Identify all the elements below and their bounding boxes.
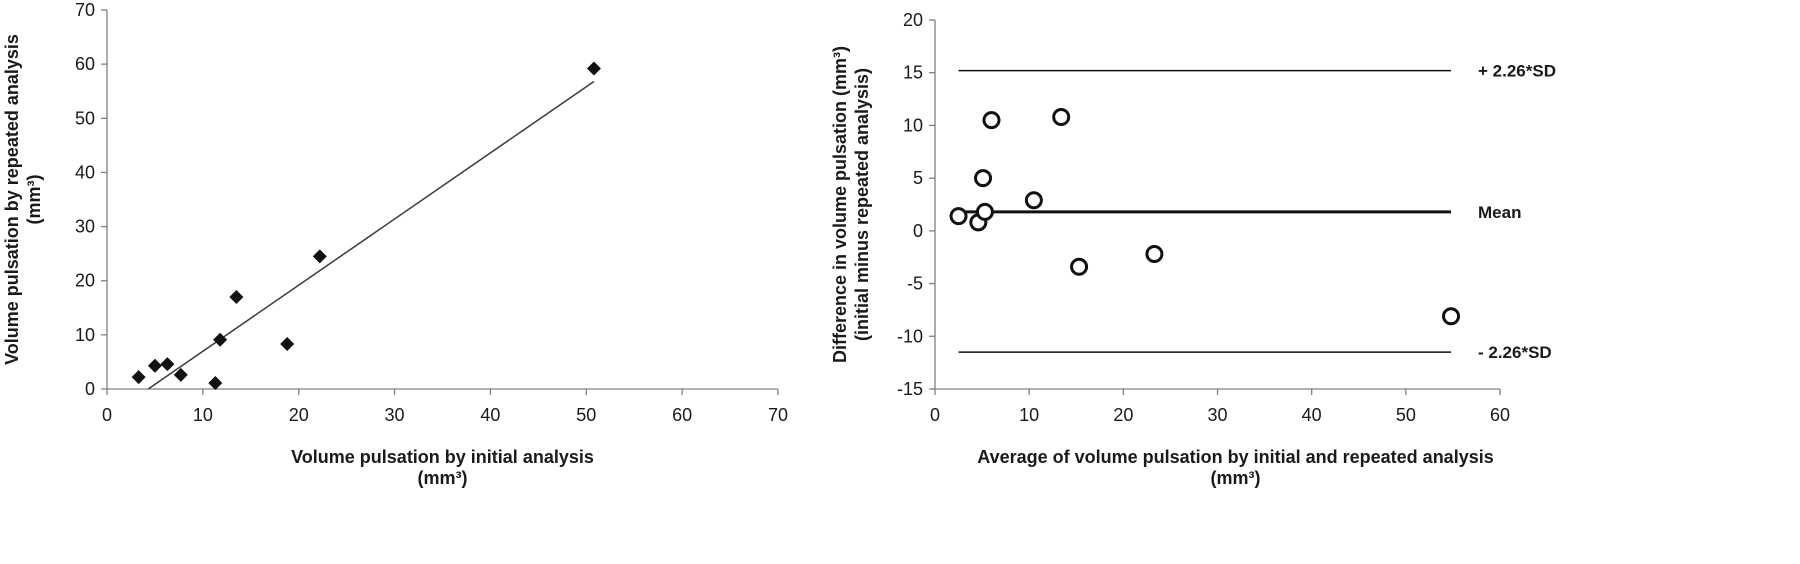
regression-scatter-chart: 0 10 20 30 40 50 60 70 0 10 20 30 40 50 60 70 Volume pul… xyxy=(2,0,788,488)
data-point xyxy=(1024,191,1043,210)
data-point xyxy=(982,111,1001,130)
x-tick-label: 10 xyxy=(193,405,213,425)
data-point xyxy=(280,337,295,352)
x-axis-unit: (mm³) xyxy=(1211,468,1261,488)
data-point xyxy=(208,376,223,391)
y-tick-label: 10 xyxy=(75,325,95,345)
x-tick-label: 40 xyxy=(1302,405,1322,425)
y-tick-label: 0 xyxy=(913,221,923,241)
x-tick-label: 50 xyxy=(1396,405,1416,425)
regression-line xyxy=(147,80,595,390)
y-tick-label: -15 xyxy=(897,379,923,399)
data-point xyxy=(1070,257,1089,276)
y-axis-unit: (mm³) xyxy=(24,175,44,225)
data-point xyxy=(949,207,968,226)
y-axis-subtitle: (initial minus repeated analysis) xyxy=(852,68,872,341)
x-axis-title: Average of volume pulsation by initial a… xyxy=(977,447,1493,467)
y-tick-label: 5 xyxy=(913,168,923,188)
bland-altman-chart: -15 -10 -5 0 5 10 15 20 0 10 20 30 40 50 60 + 2.26*SD Me… xyxy=(830,10,1556,488)
lower-limit-label: - 2.26*SD xyxy=(1478,343,1552,362)
data-point xyxy=(213,332,228,347)
x-tick-label: 10 xyxy=(1019,405,1039,425)
y-tick-label: 40 xyxy=(75,162,95,182)
upper-limit-label: + 2.26*SD xyxy=(1478,62,1556,81)
x-tick-label: 30 xyxy=(385,405,405,425)
x-tick-label: 50 xyxy=(576,405,596,425)
data-point xyxy=(173,367,188,382)
data-point xyxy=(160,357,175,372)
x-axis-unit: (mm³) xyxy=(418,468,468,488)
data-point xyxy=(1442,307,1461,326)
x-tick-label: 20 xyxy=(289,405,309,425)
y-tick-label: 30 xyxy=(75,217,95,237)
data-point xyxy=(147,358,162,373)
data-point xyxy=(586,61,601,76)
x-tick-label: 60 xyxy=(672,405,692,425)
x-tick-label: 70 xyxy=(768,405,788,425)
data-point xyxy=(1145,245,1164,264)
y-axis-title: Difference in volume pulsation (mm³) xyxy=(830,46,850,363)
x-tick-label: 20 xyxy=(1113,405,1133,425)
x-tick-label: 0 xyxy=(930,405,940,425)
x-tick-label: 60 xyxy=(1490,405,1510,425)
x-axis-title: Volume pulsation by initial analysis xyxy=(291,447,594,467)
data-point xyxy=(229,289,244,304)
y-tick-label: 20 xyxy=(903,10,923,30)
data-point xyxy=(312,249,327,264)
data-point xyxy=(974,169,993,188)
y-tick-label: 20 xyxy=(75,271,95,291)
y-tick-label: 10 xyxy=(903,115,923,135)
y-tick-label: -5 xyxy=(907,274,923,294)
y-axis-title: Volume pulsation by repeated analysis xyxy=(2,34,22,365)
data-point xyxy=(975,202,994,221)
data-point xyxy=(1052,107,1071,126)
y-tick-label: 15 xyxy=(903,63,923,83)
mean-label: Mean xyxy=(1478,203,1521,222)
x-tick-label: 0 xyxy=(102,405,112,425)
x-tick-label: 30 xyxy=(1207,405,1227,425)
y-tick-label: 50 xyxy=(75,108,95,128)
y-tick-label: 70 xyxy=(75,0,95,20)
y-tick-label: 0 xyxy=(85,379,95,399)
data-point xyxy=(131,370,146,385)
x-tick-label: 40 xyxy=(480,405,500,425)
y-tick-label: -10 xyxy=(897,326,923,346)
y-tick-label: 60 xyxy=(75,54,95,74)
